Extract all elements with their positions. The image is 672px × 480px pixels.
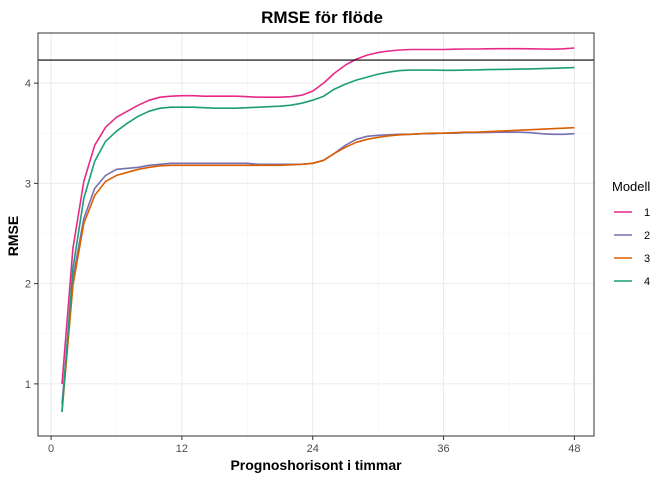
y-tick-label: 4 xyxy=(25,78,31,90)
legend-label-2: 2 xyxy=(644,230,650,242)
major-gridlines xyxy=(38,33,594,436)
legend: Modell 1 2 3 4 xyxy=(612,179,650,288)
x-tick-label: 24 xyxy=(307,443,319,455)
legend-label-1: 1 xyxy=(644,207,650,219)
chart-title: RMSE för flöde xyxy=(261,8,383,27)
x-tick-label: 0 xyxy=(48,443,54,455)
x-axis-title: Prognoshorisont i timmar xyxy=(230,457,402,473)
y-axis-ticks: 1 2 3 4 xyxy=(25,78,38,391)
x-tick-label: 48 xyxy=(568,443,580,455)
x-tick-label: 12 xyxy=(176,443,188,455)
x-axis-ticks: 0 12 24 36 48 xyxy=(48,436,581,455)
y-tick-label: 2 xyxy=(25,279,31,291)
plot-panel xyxy=(38,33,594,436)
plot-panel-border xyxy=(37,32,595,437)
y-tick-label: 3 xyxy=(25,178,31,190)
y-axis-title: RMSE xyxy=(5,216,21,256)
y-tick-label: 1 xyxy=(25,379,31,391)
series-lines xyxy=(61,47,575,412)
series-line-1 xyxy=(61,47,575,384)
series-line-3 xyxy=(61,126,575,412)
legend-label-3: 3 xyxy=(644,253,650,265)
x-tick-label: 36 xyxy=(437,443,449,455)
legend-title: Modell xyxy=(612,179,650,194)
legend-label-4: 4 xyxy=(644,276,650,288)
series-line-4 xyxy=(61,66,575,412)
minor-gridlines xyxy=(38,33,594,436)
